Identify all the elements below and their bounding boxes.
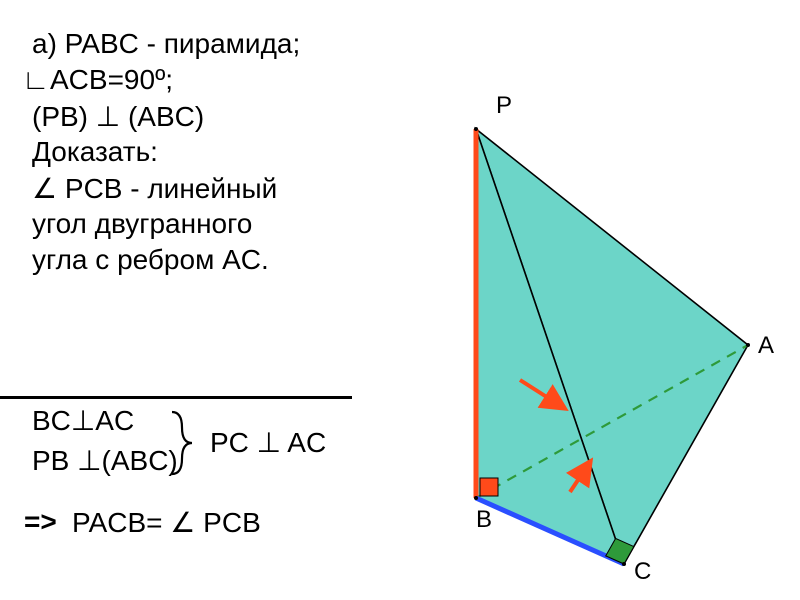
problem-line-5: ∠ PCB - линейный [32,172,277,205]
proof-intermediate: PC ⊥ AC [210,426,326,459]
problem-line-1: а) PABC - пирамида; [32,28,300,60]
label-B: B [476,506,492,534]
problem-line-7: угла с ребром AC. [32,244,269,276]
problem-line-4: Доказать: [32,136,158,168]
implies-icon: => [24,506,57,538]
angle-prefix-icon: ∠ [32,173,57,204]
proof-separator [0,396,352,399]
right-angle-B [480,478,498,496]
proof-premise-2: PB ⊥(ABC) [32,444,178,477]
label-P: P [496,92,512,120]
label-C: C [634,558,651,586]
angle-symbol-icon: ∟ [22,64,49,96]
proof-conclusion: PACB= ∠ PCB [72,506,261,539]
problem-line-3: (PB) ⊥ (ABC) [32,100,204,133]
problem-line-6: угол двугранного [32,208,252,240]
problem-line-2: ACB=90º; [50,64,173,96]
proof-premise-1: BC⊥AC [32,404,134,437]
label-A: A [758,332,774,360]
